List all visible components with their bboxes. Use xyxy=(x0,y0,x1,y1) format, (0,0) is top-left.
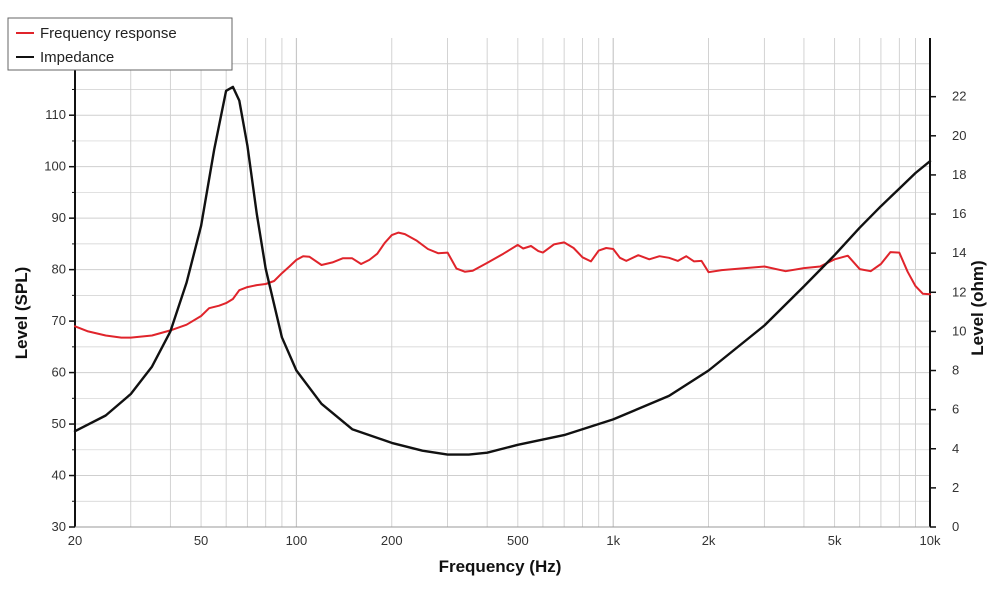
series-layer xyxy=(73,85,932,456)
legend-label-frequency-response: Frequency response xyxy=(40,25,177,42)
x-tick-label: 200 xyxy=(381,533,403,548)
y-right-tick-label: 0 xyxy=(952,519,959,534)
y-left-tick-label: 100 xyxy=(44,159,66,174)
x-tick-label: 5k xyxy=(828,533,842,548)
y-right-tick-label: 22 xyxy=(952,89,966,104)
legend: Frequency response Impedance xyxy=(7,17,233,71)
y-left-tick-label: 50 xyxy=(52,416,66,431)
y-left-tick-label: 80 xyxy=(52,262,66,277)
x-tick-label: 1k xyxy=(606,533,620,548)
y-left-tick-label: 30 xyxy=(52,519,66,534)
y-axis-title-left: Level (SPL) xyxy=(12,267,31,360)
y-left-tick-label: 110 xyxy=(45,107,66,122)
y-right-tick-label: 4 xyxy=(952,441,959,456)
x-axis-title: Frequency (Hz) xyxy=(439,557,562,576)
y-right-tick-label: 12 xyxy=(952,284,966,299)
axes-layer xyxy=(74,38,931,528)
legend-box xyxy=(7,17,233,71)
y-right-tick-label: 10 xyxy=(952,323,966,338)
x-tick-label: 100 xyxy=(286,533,308,548)
y-right-tick-label: 8 xyxy=(952,363,959,378)
x-tick-label: 2k xyxy=(702,533,716,548)
y-left-tick-label: 60 xyxy=(52,365,66,380)
y-right-tick-label: 6 xyxy=(952,402,959,417)
y-axis-title-right: Level (ohm) xyxy=(968,260,987,355)
x-tick-label: 50 xyxy=(194,533,208,548)
y-right-tick-label: 14 xyxy=(952,245,966,260)
y-right-tick-label: 16 xyxy=(952,206,966,221)
grid-layer xyxy=(74,38,931,528)
x-tick-label: 20 xyxy=(68,533,82,548)
series-line-frequency-response xyxy=(74,231,931,339)
legend-label-impedance: Impedance xyxy=(40,49,114,66)
y-left-tick-label: 40 xyxy=(52,468,66,483)
y-right-tick-label: 2 xyxy=(952,480,959,495)
x-tick-label: 10k xyxy=(920,533,941,548)
x-tick-label: 500 xyxy=(507,533,529,548)
y-left-tick-label: 90 xyxy=(52,210,66,225)
y-right-tick-label: 20 xyxy=(952,128,966,143)
y-right-tick-label: 18 xyxy=(952,167,966,182)
y-left-tick-label: 70 xyxy=(52,313,66,328)
series-line-impedance xyxy=(73,85,932,456)
